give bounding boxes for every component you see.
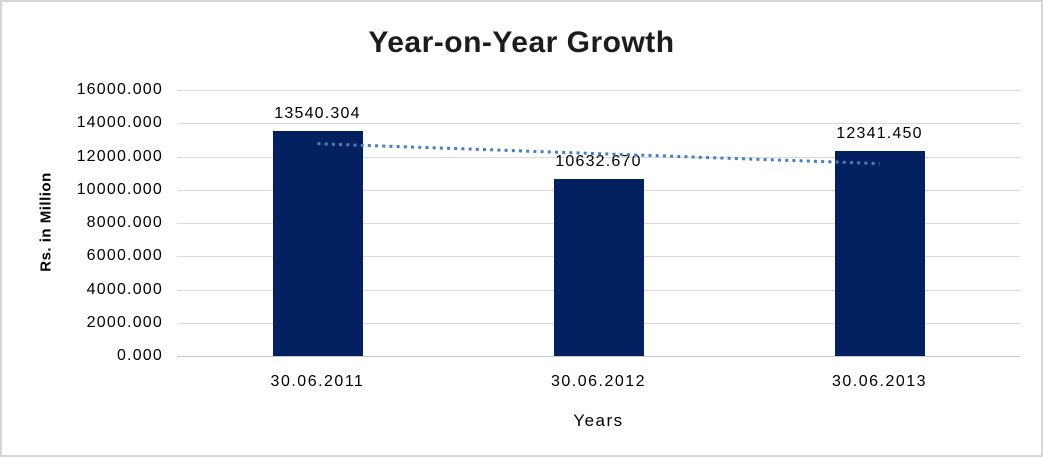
x-axis-title: Years [573, 411, 624, 430]
gridline [177, 156, 1020, 158]
bar-30.06.2013[interactable] [834, 150, 925, 356]
bar-30.06.2012[interactable] [553, 179, 644, 356]
trendline-svg [317, 142, 880, 166]
chart-title: Year-on-Year Growth [368, 26, 675, 59]
x-tick-label: 30.06.2013 [831, 373, 928, 390]
y-tick-label: 8000.000 [86, 214, 163, 231]
y-tick-label: 16000.000 [76, 81, 163, 98]
gridline [177, 123, 1020, 125]
gridline [177, 90, 1020, 91]
bar-30.06.2011[interactable] [272, 130, 363, 356]
data-label: 12341.450 [836, 124, 923, 142]
y-tick-label: 6000.000 [86, 247, 163, 265]
y-tick-label: 14000.000 [76, 114, 163, 132]
data-label: 13540.304 [274, 104, 361, 122]
y-tick-label: 4000.000 [86, 280, 163, 298]
plot-area: 13540.304 10632.670 12341.450 [177, 90, 1020, 357]
gridline [177, 356, 1020, 357]
y-tick-label: 0.000 [116, 347, 163, 364]
trendline[interactable] [317, 142, 880, 166]
y-tick-label: 2000.000 [86, 313, 163, 331]
data-label: 10632.670 [555, 153, 642, 171]
y-tick-label: 10000.000 [76, 180, 163, 198]
x-tick-label: 30.06.2011 [270, 373, 365, 390]
y-tick-label: 12000.000 [76, 147, 163, 165]
x-tick-label: 30.06.2012 [550, 373, 647, 390]
